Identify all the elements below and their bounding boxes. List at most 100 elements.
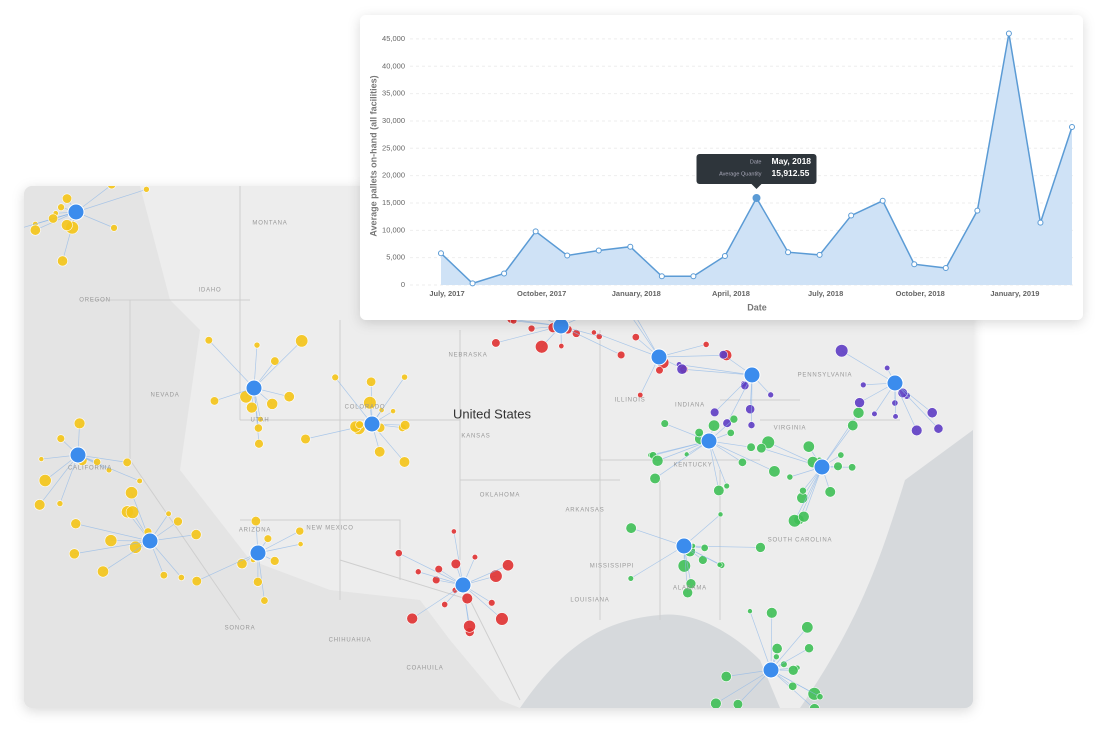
facility bbox=[270, 356, 280, 366]
place-label: OREGON bbox=[79, 298, 110, 304]
place-label: COLORADO bbox=[345, 405, 386, 411]
point bbox=[785, 249, 792, 256]
facility bbox=[911, 424, 923, 437]
facility bbox=[723, 482, 730, 490]
place-label: COAHUILA bbox=[406, 666, 443, 672]
hub bbox=[141, 532, 159, 550]
y-tick-label: 10,000 bbox=[382, 225, 405, 234]
facility bbox=[677, 559, 691, 573]
place-label: ILLINOIS bbox=[614, 398, 645, 404]
facility bbox=[191, 576, 202, 587]
point bbox=[1069, 123, 1075, 130]
facility bbox=[787, 665, 799, 676]
facility bbox=[631, 333, 640, 342]
facility bbox=[450, 528, 457, 535]
facility bbox=[107, 186, 117, 190]
facility bbox=[406, 612, 418, 625]
point bbox=[911, 261, 918, 268]
point bbox=[848, 212, 855, 219]
place-label: ARIZONA bbox=[239, 528, 271, 534]
facility bbox=[295, 526, 305, 536]
route bbox=[682, 368, 753, 376]
facility bbox=[722, 418, 732, 428]
facility bbox=[837, 451, 845, 459]
facility bbox=[651, 454, 664, 467]
facility bbox=[926, 407, 938, 419]
facility bbox=[295, 334, 309, 348]
route bbox=[715, 669, 772, 704]
facility bbox=[56, 434, 66, 443]
facility bbox=[125, 486, 139, 500]
facility bbox=[159, 571, 168, 580]
facility bbox=[246, 401, 258, 414]
point bbox=[564, 252, 571, 259]
facility bbox=[737, 457, 747, 467]
facility bbox=[34, 499, 46, 511]
facility bbox=[260, 596, 269, 605]
hub bbox=[700, 432, 718, 450]
route bbox=[894, 382, 939, 429]
facility bbox=[676, 363, 688, 375]
facility bbox=[283, 391, 295, 403]
y-tick-label: 25,000 bbox=[382, 143, 405, 152]
route bbox=[714, 374, 753, 413]
point bbox=[438, 250, 444, 257]
facility bbox=[729, 414, 739, 424]
facility bbox=[495, 612, 509, 626]
point bbox=[942, 265, 949, 272]
facility bbox=[68, 548, 80, 560]
route bbox=[412, 584, 464, 619]
x-tick-label: July, 2018 bbox=[808, 289, 843, 298]
facility bbox=[331, 373, 339, 382]
place-label: PENNSYLVANIA bbox=[798, 373, 853, 379]
facility bbox=[173, 516, 183, 527]
facility bbox=[269, 556, 280, 566]
facility bbox=[713, 484, 725, 497]
place-label: NEW MEXICO bbox=[306, 526, 353, 532]
facility bbox=[788, 681, 798, 691]
tooltip-quantity-label: Average Quantity bbox=[719, 171, 762, 177]
facility bbox=[266, 398, 279, 410]
hub bbox=[650, 348, 668, 366]
facility bbox=[892, 413, 899, 420]
facility bbox=[434, 564, 443, 574]
facility bbox=[726, 428, 735, 437]
gulf bbox=[520, 614, 780, 708]
route bbox=[253, 340, 302, 389]
facility bbox=[702, 341, 710, 348]
facility bbox=[816, 693, 824, 701]
hub bbox=[249, 544, 267, 562]
place-label: KENTUCKY bbox=[673, 463, 712, 469]
hub bbox=[454, 576, 472, 594]
facility bbox=[771, 643, 783, 654]
facility bbox=[637, 391, 644, 399]
facility bbox=[746, 442, 756, 452]
facility bbox=[461, 592, 473, 605]
facility bbox=[363, 396, 377, 410]
facility bbox=[2, 229, 9, 236]
facility bbox=[558, 343, 565, 350]
point bbox=[501, 270, 508, 277]
point bbox=[690, 273, 697, 280]
place-label: United States bbox=[453, 406, 532, 421]
facility bbox=[61, 193, 73, 204]
facility bbox=[655, 366, 664, 375]
tooltip: Date May, 2018 Average Quantity 15,912.55 bbox=[696, 153, 817, 189]
route bbox=[821, 425, 854, 468]
route bbox=[593, 332, 660, 358]
facility bbox=[616, 350, 626, 360]
y-tick-label: 15,000 bbox=[382, 198, 405, 207]
place-label: VIRGINIA bbox=[774, 426, 807, 432]
place-label: NEVADA bbox=[150, 393, 179, 399]
y-tick-label: 5,000 bbox=[386, 253, 405, 262]
x-tick-label: October, 2017 bbox=[517, 289, 566, 298]
facility bbox=[190, 529, 202, 541]
facility bbox=[799, 486, 807, 495]
place-label: INDIANA bbox=[675, 403, 705, 409]
route bbox=[75, 188, 147, 213]
route bbox=[841, 350, 896, 384]
route bbox=[39, 454, 79, 506]
facility bbox=[768, 465, 781, 478]
facility bbox=[833, 461, 843, 471]
facility bbox=[708, 419, 721, 432]
